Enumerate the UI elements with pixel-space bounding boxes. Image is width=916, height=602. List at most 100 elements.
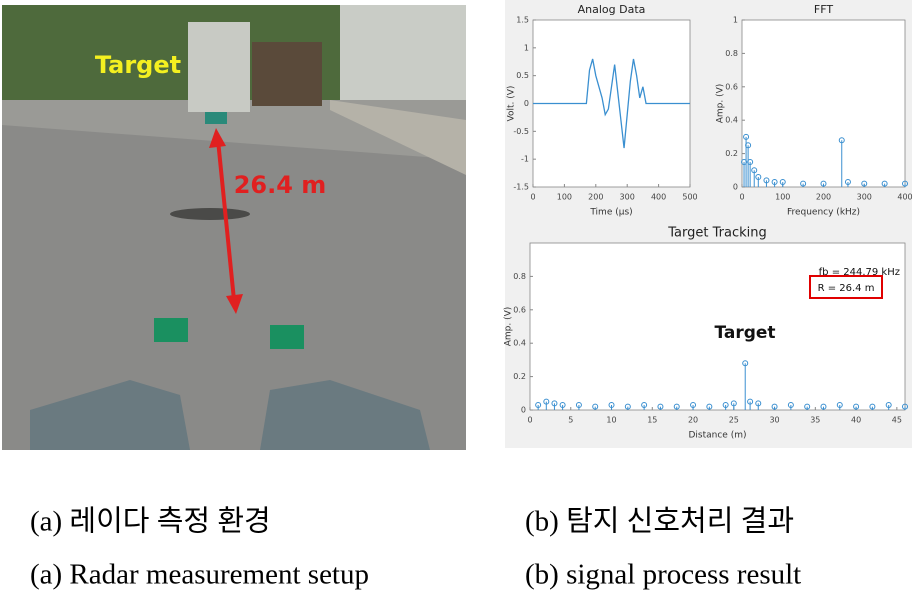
y-tick-label: -1.5: [513, 183, 529, 192]
y-tick-label: -1: [521, 155, 529, 164]
stem-marker: [592, 403, 599, 410]
y-tick-label: 1: [733, 16, 738, 25]
stem-marker: [902, 180, 908, 187]
stem-marker: [742, 360, 749, 367]
distance-label: 26.4 m: [234, 171, 327, 199]
x-tick-label: 20: [688, 416, 698, 425]
x-tick-label: 0: [739, 193, 744, 202]
caption: (a) 레이다 측정 환경: [30, 506, 271, 538]
x-tick-label: 400: [651, 193, 666, 202]
stem-marker: [771, 178, 778, 185]
stem-marker: [902, 403, 908, 410]
x-tick-label: 400: [897, 193, 912, 202]
stem-marker: [755, 173, 762, 180]
stem-marker: [755, 400, 762, 407]
annotation: R = 26.4 m: [818, 283, 875, 294]
stem-marker: [800, 180, 807, 187]
curb: [330, 100, 466, 175]
y-axis-label: Volt. (V): [507, 86, 517, 122]
stem-marker: [747, 158, 754, 165]
cart: [205, 112, 227, 124]
chart-title: Analog Data: [578, 3, 646, 16]
stem-marker: [853, 403, 860, 410]
x-tick-label: 35: [810, 416, 820, 425]
stem-marker: [779, 178, 786, 185]
stem-marker: [641, 401, 648, 408]
x-axis-label: Distance (m): [688, 431, 746, 441]
stem-marker: [575, 401, 582, 408]
y-tick-label: -0.5: [513, 127, 529, 136]
y-tick-label: 0.4: [513, 339, 526, 348]
y-tick-label: 0.8: [725, 49, 738, 58]
antenna: [154, 318, 188, 342]
plot-area: [741, 19, 906, 188]
stem-marker: [730, 400, 737, 407]
stem-marker: [820, 180, 827, 187]
stem-marker: [673, 403, 680, 410]
stem-marker: [608, 401, 615, 408]
x-tick-label: 200: [816, 193, 831, 202]
stem-marker: [787, 401, 794, 408]
y-tick-label: 0.4: [725, 116, 738, 125]
y-axis-label: Amp. (V): [504, 307, 514, 347]
signal-line: [533, 58, 690, 149]
stem-marker: [624, 403, 631, 410]
caption: (b) 탐지 신호처리 결과: [525, 506, 794, 538]
x-tick-label: 100: [775, 193, 790, 202]
x-tick-label: 10: [606, 416, 616, 425]
caption: (b) signal process result: [525, 559, 801, 591]
arrow-head: [209, 128, 226, 148]
x-tick-label: 200: [588, 193, 603, 202]
stem-marker: [543, 398, 550, 405]
mount: [30, 380, 190, 450]
annotation: Target: [714, 323, 775, 343]
stem-marker: [869, 403, 876, 410]
target-board: [188, 22, 250, 112]
y-tick-label: 0.5: [516, 71, 529, 80]
stem-marker: [559, 401, 566, 408]
stem-marker: [771, 403, 778, 410]
stem-marker: [844, 178, 851, 185]
x-tick-label: 15: [647, 416, 657, 425]
antenna: [270, 325, 304, 349]
y-tick-label: 0: [733, 183, 738, 192]
y-tick-label: 0.6: [725, 82, 738, 91]
x-tick-label: 0: [530, 193, 535, 202]
stem-marker: [706, 403, 713, 410]
stem-marker: [804, 403, 811, 410]
stem-marker: [836, 401, 843, 408]
y-tick-label: 0: [521, 406, 526, 415]
stem-marker: [743, 133, 750, 140]
stem-marker: [820, 403, 827, 410]
x-tick-label: 25: [729, 416, 739, 425]
y-tick-label: 0.6: [513, 305, 526, 314]
stem-marker: [751, 167, 758, 174]
stem-marker: [838, 137, 845, 144]
mount: [260, 380, 430, 450]
stem-marker: [885, 401, 892, 408]
caption: (a) Radar measurement setup: [30, 559, 369, 591]
stem-marker: [722, 401, 729, 408]
x-tick-label: 500: [682, 193, 697, 202]
stem-marker: [551, 400, 558, 407]
x-axis-label: Frequency (kHz): [787, 208, 860, 218]
x-tick-label: 5: [568, 416, 573, 425]
y-tick-label: 0.8: [513, 272, 526, 281]
y-tick-label: 0.2: [725, 149, 738, 158]
stem-marker: [657, 403, 664, 410]
arrow-line: [216, 139, 236, 301]
stem-marker: [747, 398, 754, 405]
chart-title: Target Tracking: [667, 226, 766, 241]
x-tick-label: 0: [527, 416, 532, 425]
y-tick-label: 0.2: [513, 372, 526, 381]
y-tick-label: 1.5: [516, 16, 529, 25]
stem-marker: [745, 142, 752, 149]
bin: [252, 42, 322, 106]
x-axis-label: Time (μs): [589, 208, 632, 218]
y-axis-label: Amp. (V): [716, 84, 726, 124]
x-tick-label: 300: [857, 193, 872, 202]
y-tick-label: 1: [524, 43, 529, 52]
stem-marker: [881, 180, 888, 187]
